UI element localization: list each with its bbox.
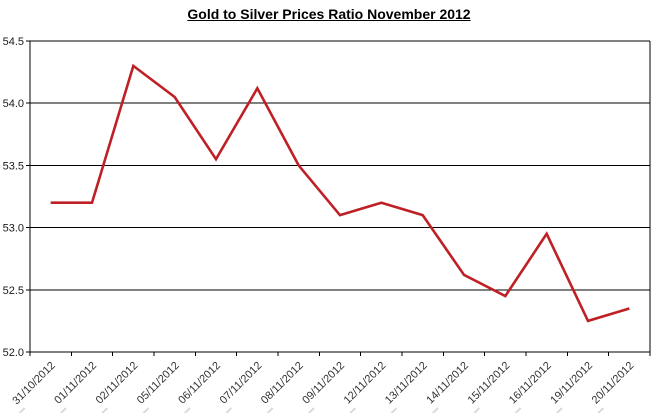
cropped-text-remnant: [224, 407, 233, 413]
x-axis-tick-label: 19/11/2012: [548, 360, 595, 407]
x-axis-tick-label: 01/11/2012: [52, 360, 99, 407]
x-axis-tick-label: 20/11/2012: [590, 360, 637, 407]
x-axis-tick-label: 05/11/2012: [135, 360, 182, 407]
chart-title: Gold to Silver Prices Ratio November 201…: [187, 6, 471, 22]
cropped-text-remnant: [307, 407, 315, 413]
x-axis-tick-label: 15/11/2012: [466, 360, 513, 407]
cropped-text-remnant: [100, 407, 109, 413]
cropped-text-remnant: [555, 407, 563, 413]
x-axis-tick-label: 14/11/2012: [424, 360, 471, 407]
y-axis-tick-label: 53.0: [3, 223, 24, 235]
y-axis-tick-label: 52.0: [3, 347, 24, 359]
x-axis-tick-label: 09/11/2012: [300, 360, 347, 407]
x-axis-tick-label: 06/11/2012: [176, 360, 223, 407]
x-axis-tick-label: 13/11/2012: [383, 360, 430, 407]
cropped-text-remnant: [431, 407, 439, 413]
cropped-text-remnant: [514, 407, 522, 413]
y-axis-tick-label: 53.5: [3, 160, 24, 172]
cropped-text-remnant: [390, 407, 398, 413]
cropped-text-remnant: [266, 407, 274, 413]
x-axis-tick-label: 02/11/2012: [94, 360, 141, 407]
y-axis-tick-label: 52.5: [3, 285, 24, 297]
cropped-text-remnant: [472, 407, 481, 413]
cropped-text-remnant: [142, 407, 150, 413]
cropped-text-remnant: [59, 407, 67, 413]
x-axis-tick-label: 16/11/2012: [507, 360, 554, 407]
y-axis-tick-label: 54.5: [3, 36, 24, 48]
cropped-text-remnant: [596, 407, 605, 413]
x-axis-tick-label: 12/11/2012: [342, 360, 389, 407]
x-axis-tick-label: 07/11/2012: [218, 360, 265, 407]
cropped-text-remnant: [183, 407, 191, 413]
series-line: [50, 63, 630, 323]
y-axis-tick-label: 54.0: [3, 98, 24, 110]
cropped-text-remnant: [18, 407, 26, 413]
x-axis-tick-label: 31/10/2012: [10, 360, 57, 407]
cropped-text-remnant: [348, 407, 357, 413]
x-axis-tick-label: 08/11/2012: [259, 360, 306, 407]
